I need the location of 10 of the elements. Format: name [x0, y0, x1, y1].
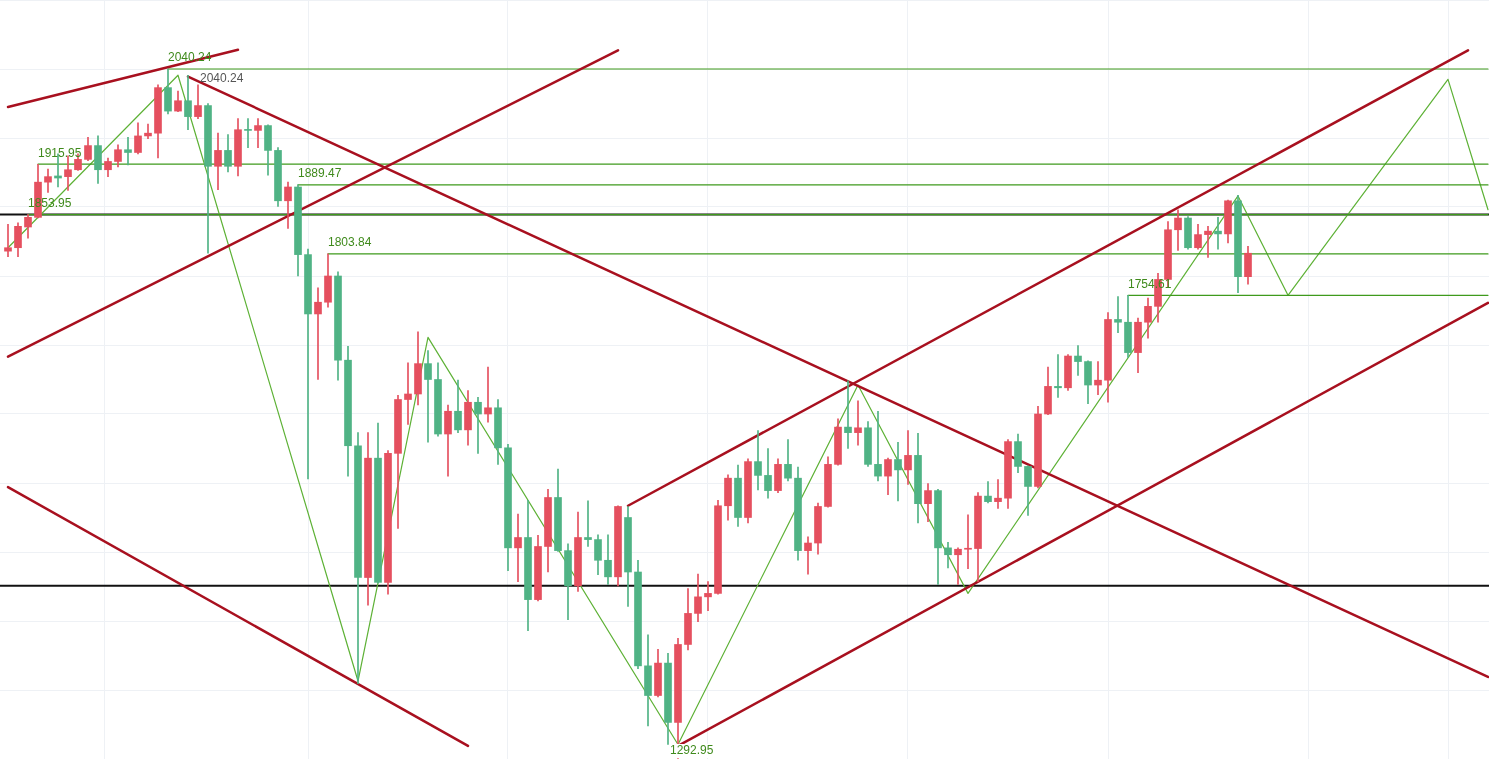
candlestick — [1114, 296, 1122, 333]
candlestick — [964, 514, 972, 569]
annotation: 1292.95 — [670, 743, 714, 758]
annotation: 2040.24 — [168, 50, 212, 65]
candlestick — [124, 136, 132, 166]
annotation: 1889.47 — [298, 166, 342, 181]
annotation: 1915.95 — [38, 145, 82, 160]
candlestick — [244, 118, 252, 148]
annotation: 2040.24 — [200, 71, 244, 86]
annotation: 1803.84 — [328, 235, 372, 250]
